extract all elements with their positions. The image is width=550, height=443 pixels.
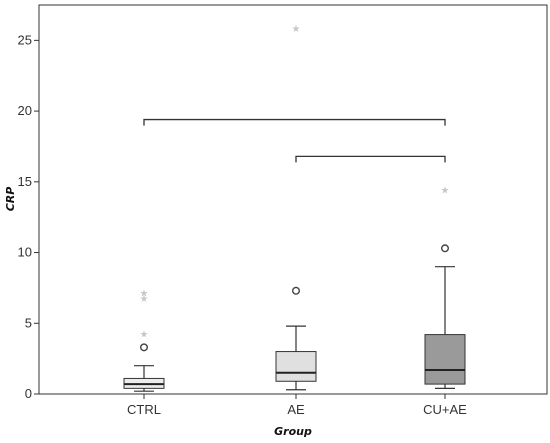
box-cu-ae: ★	[424, 185, 466, 389]
extreme-point: ★	[441, 185, 450, 196]
y-axis-ticks: 0 5 10 15 20 25	[18, 32, 39, 401]
x-axis-title: Group	[274, 425, 312, 438]
extreme-point: ★	[140, 294, 149, 305]
y-tick-label: 5	[25, 315, 32, 330]
y-tick-label: 25	[18, 32, 32, 47]
x-tick-label: CTRL	[127, 402, 161, 417]
box-ctrl: ★★★	[123, 289, 165, 392]
y-tick-label: 10	[18, 245, 32, 260]
x-axis-ticks: CTRL AE CU+AE	[127, 394, 467, 417]
significance-bracket	[143, 118, 446, 126]
y-tick-label: 0	[25, 386, 32, 401]
y-tick-label: 15	[18, 174, 32, 189]
significance-brackets	[143, 118, 446, 163]
box-iqr	[424, 334, 466, 385]
plot-area	[38, 4, 548, 395]
x-tick-label: AE	[287, 402, 305, 417]
outlier-point	[292, 286, 301, 295]
box-ae: ★	[275, 24, 317, 391]
outlier-point	[441, 244, 450, 253]
outlier-point	[139, 343, 148, 352]
extreme-point: ★	[292, 24, 301, 35]
significance-bracket	[295, 155, 446, 163]
y-tick-label: 20	[18, 103, 32, 118]
box-series: ★★★★★	[123, 24, 466, 392]
y-axis-title: CRP	[4, 187, 17, 212]
x-tick-label: CU+AE	[423, 402, 467, 417]
extreme-point: ★	[140, 289, 149, 300]
extreme-point: ★	[140, 330, 149, 341]
box-iqr	[275, 351, 317, 382]
